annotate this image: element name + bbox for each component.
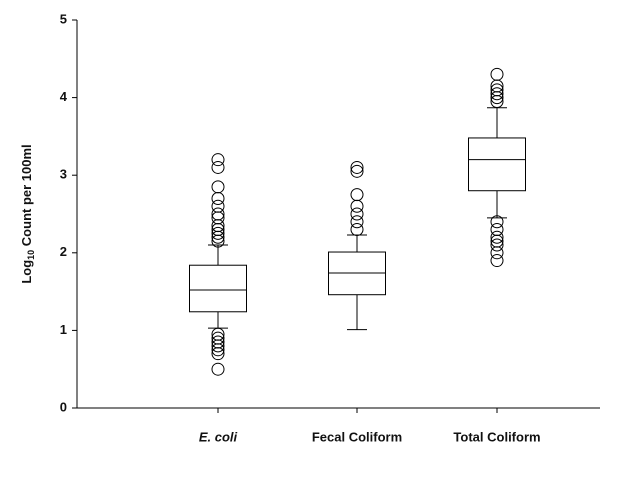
outlier — [490, 238, 504, 252]
outlier — [350, 223, 364, 237]
y-tick-label: 4 — [60, 89, 68, 104]
outlier — [211, 191, 225, 205]
outlier — [490, 67, 504, 81]
outlier — [490, 254, 504, 268]
y-tick-label: 2 — [60, 244, 67, 259]
outlier — [350, 160, 364, 174]
outlier — [350, 164, 364, 178]
outlier — [490, 83, 504, 97]
y-tick-label: 3 — [60, 167, 67, 182]
outlier — [490, 87, 504, 101]
box — [468, 137, 526, 192]
y-tick-label: 0 — [60, 399, 67, 414]
outlier — [211, 199, 225, 213]
outlier — [211, 226, 225, 240]
outlier — [490, 215, 504, 229]
outlier — [211, 362, 225, 376]
outlier — [211, 207, 225, 221]
y-axis-label: Log10 Count per 100ml — [19, 144, 36, 283]
y-tick-label: 5 — [60, 11, 67, 26]
box — [189, 264, 247, 313]
x-tick-label: Total Coliform — [453, 429, 540, 444]
outlier — [211, 160, 225, 174]
outlier — [350, 199, 364, 213]
outlier — [211, 180, 225, 194]
outlier — [211, 343, 225, 357]
y-tick-label: 1 — [60, 322, 67, 337]
outlier — [211, 347, 225, 361]
outlier — [211, 153, 225, 167]
x-tick-label: E. coli — [199, 429, 238, 444]
outlier — [490, 230, 504, 244]
outlier — [211, 339, 225, 353]
outlier — [350, 207, 364, 221]
outlier — [490, 246, 504, 260]
outlier — [350, 188, 364, 202]
x-tick-label: Fecal Coliform — [312, 429, 402, 444]
outlier — [350, 215, 364, 229]
